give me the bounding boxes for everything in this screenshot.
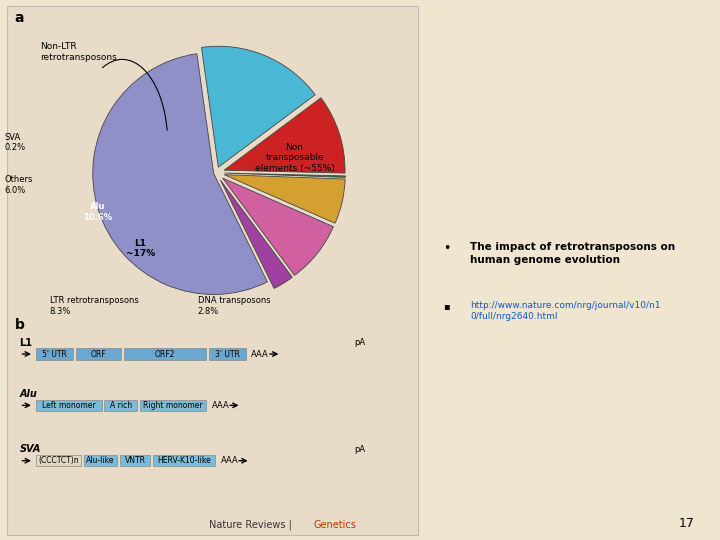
FancyBboxPatch shape (84, 455, 117, 467)
Text: AAA: AAA (220, 456, 238, 465)
Wedge shape (220, 180, 292, 288)
FancyBboxPatch shape (153, 455, 215, 467)
Text: ORF2: ORF2 (155, 349, 175, 359)
Text: Alu: Alu (19, 389, 37, 399)
Text: pA: pA (354, 338, 366, 347)
Text: ▪: ▪ (443, 301, 449, 311)
Text: Non-LTR
retrotransposons: Non-LTR retrotransposons (40, 42, 117, 62)
Wedge shape (202, 46, 315, 167)
FancyBboxPatch shape (36, 348, 73, 360)
Text: Alu-like: Alu-like (86, 456, 114, 465)
FancyBboxPatch shape (209, 348, 246, 360)
Text: SVA: SVA (19, 444, 41, 455)
Text: Others
6.0%: Others 6.0% (4, 175, 32, 194)
Text: Non
transposable
elements (~55%): Non transposable elements (~55%) (255, 143, 335, 173)
Text: AAA: AAA (251, 349, 269, 359)
Text: (CCCTCT)n: (CCCTCT)n (38, 456, 78, 465)
Wedge shape (222, 178, 333, 275)
Wedge shape (224, 98, 345, 173)
Text: Right monomer: Right monomer (143, 401, 203, 410)
Text: VNTR: VNTR (125, 456, 145, 465)
Text: 17: 17 (679, 517, 695, 530)
Text: Left monomer: Left monomer (42, 401, 96, 410)
Text: Genetics: Genetics (313, 520, 356, 530)
Text: a: a (14, 11, 24, 25)
Wedge shape (225, 173, 346, 178)
Text: 3' UTR: 3' UTR (215, 349, 240, 359)
Text: 5' UTR: 5' UTR (42, 349, 67, 359)
Wedge shape (93, 54, 267, 294)
FancyBboxPatch shape (124, 348, 206, 360)
FancyBboxPatch shape (120, 455, 150, 467)
Text: ORF: ORF (91, 349, 106, 359)
FancyBboxPatch shape (140, 400, 206, 411)
Text: AAA: AAA (212, 401, 230, 410)
Text: http://www.nature.com/nrg/journal/v10/n1
0/full/nrg2640.html: http://www.nature.com/nrg/journal/v10/n1… (470, 301, 661, 321)
Text: •: • (443, 242, 450, 255)
Text: LTR retrotransposons
8.3%: LTR retrotransposons 8.3% (50, 296, 138, 315)
Text: Nature Reviews |: Nature Reviews | (209, 520, 294, 530)
Text: Alu
10.6%: Alu 10.6% (84, 202, 112, 222)
Wedge shape (224, 174, 345, 223)
FancyBboxPatch shape (36, 455, 81, 467)
FancyBboxPatch shape (36, 400, 102, 411)
Text: L1
~17%: L1 ~17% (126, 239, 155, 258)
Text: A rich: A rich (110, 401, 132, 410)
Text: SVA
0.2%: SVA 0.2% (4, 133, 25, 152)
FancyBboxPatch shape (104, 400, 138, 411)
Text: DNA transposons
2.8%: DNA transposons 2.8% (198, 296, 271, 315)
Text: The impact of retrotransposons on
human genome evolution: The impact of retrotransposons on human … (470, 242, 675, 265)
Text: HERV-K10-like: HERV-K10-like (157, 456, 211, 465)
Text: L1: L1 (19, 338, 32, 348)
FancyBboxPatch shape (76, 348, 121, 360)
Text: b: b (14, 319, 24, 333)
Text: pA: pA (354, 445, 366, 454)
